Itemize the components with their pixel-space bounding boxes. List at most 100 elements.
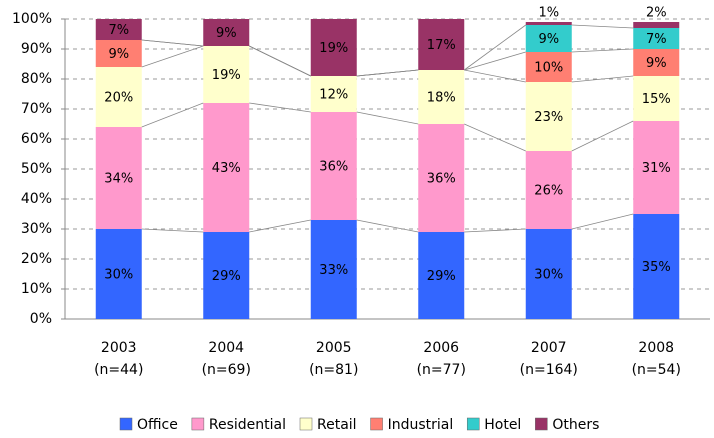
connector-line — [141, 228, 204, 233]
bar-segment — [310, 76, 357, 112]
value-label: 26% — [534, 184, 563, 199]
value-label: 35% — [642, 260, 671, 275]
value-label: 30% — [104, 268, 133, 283]
value-label: 19% — [212, 68, 241, 83]
legend-label: Others — [552, 417, 599, 433]
legend-swatch — [535, 417, 548, 431]
bar-segment — [418, 124, 465, 232]
connector-line — [141, 102, 204, 128]
y-tick-label: 70% — [21, 101, 52, 117]
value-label: 20% — [104, 91, 133, 106]
value-label: 7% — [108, 23, 129, 38]
x-tick-label: 2003 — [101, 340, 137, 356]
connector-line — [249, 102, 311, 113]
x-tick-note: (n=44) — [94, 362, 143, 378]
connector-line — [141, 39, 204, 47]
legend-swatch — [119, 417, 133, 431]
y-tick-label: 30% — [21, 221, 52, 237]
value-label: 33% — [319, 263, 348, 278]
y-tick-label: 40% — [21, 191, 52, 207]
x-tick-note: (n=69) — [202, 362, 251, 378]
bar-segment — [95, 19, 142, 40]
x-tick-label: 2005 — [316, 340, 352, 356]
bar-segment — [525, 25, 572, 52]
value-label: 9% — [538, 32, 559, 47]
bar-segment — [310, 112, 357, 220]
connector-line — [249, 45, 311, 77]
value-label: 9% — [216, 26, 237, 41]
bar-segment — [633, 76, 680, 121]
x-tick-label: 2007 — [531, 340, 567, 356]
connector-line — [249, 219, 311, 233]
bar-segment — [525, 22, 572, 25]
bar-segment — [525, 229, 572, 319]
bar-segment — [525, 82, 572, 151]
bar-segment — [525, 151, 572, 229]
value-label: 36% — [427, 172, 456, 187]
value-label: 18% — [427, 91, 456, 106]
bar-segment — [203, 46, 250, 103]
connector-line — [571, 120, 634, 152]
x-tick-note: (n=164) — [520, 362, 578, 378]
x-tick-label: 2004 — [208, 340, 244, 356]
legend-label: Industrial — [388, 417, 454, 433]
bar-segment — [203, 232, 250, 319]
connector-line — [464, 51, 526, 71]
value-label: 10% — [534, 61, 563, 76]
value-label: 23% — [534, 110, 563, 125]
bar-segment — [418, 232, 465, 319]
x-tick-note: (n=81) — [309, 362, 358, 378]
bar-segment — [310, 220, 357, 319]
bar-segment — [95, 127, 142, 229]
value-label: 31% — [642, 161, 671, 176]
legend-swatch — [370, 417, 383, 431]
bar-segment — [633, 28, 680, 49]
value-label: 1% — [538, 6, 559, 21]
bar-segment — [633, 214, 680, 319]
connector-line — [571, 48, 634, 53]
legend-swatch — [466, 417, 480, 431]
y-tick-label: 0% — [30, 311, 52, 327]
legend-label: Residential — [209, 417, 286, 433]
value-label: 43% — [212, 161, 241, 176]
value-label: 17% — [427, 38, 456, 53]
legend-label: Office — [137, 417, 178, 433]
y-tick-label: 20% — [21, 251, 52, 267]
legend-swatch — [191, 417, 205, 431]
connector-line — [356, 69, 419, 77]
value-label: 29% — [212, 269, 241, 284]
value-label: 2% — [646, 6, 667, 21]
x-tick-label: 2008 — [638, 340, 674, 356]
legend-label: Retail — [317, 417, 357, 433]
bar-segment — [203, 103, 250, 232]
bar-segment — [310, 19, 357, 76]
bar-segment — [203, 19, 250, 46]
connector-line — [464, 69, 526, 83]
bar-segment — [633, 22, 680, 28]
y-tick-label: 80% — [21, 71, 52, 87]
y-tick-label: 100% — [12, 11, 52, 27]
connector-line — [464, 123, 526, 152]
y-tick-label: 10% — [21, 281, 52, 297]
y-tick-label: 50% — [21, 161, 52, 177]
value-label: 7% — [646, 32, 667, 47]
bar-segment — [95, 67, 142, 127]
x-tick-label: 2006 — [423, 340, 459, 356]
bar-segment — [633, 121, 680, 214]
value-label: 9% — [108, 47, 129, 62]
y-tick-label: 60% — [21, 131, 52, 147]
bar-segment — [418, 19, 465, 70]
value-label: 36% — [319, 160, 348, 175]
x-tick-note: (n=54) — [632, 362, 681, 378]
connector-line — [464, 24, 526, 71]
bar-segment — [633, 49, 680, 76]
legend-swatch — [299, 417, 313, 431]
bar-segment — [525, 52, 572, 82]
bar-segment — [418, 70, 465, 124]
value-label: 29% — [427, 269, 456, 284]
connector-line — [571, 75, 634, 83]
value-label: 15% — [642, 92, 671, 107]
y-tick-label: 90% — [21, 41, 52, 57]
value-label: 30% — [534, 268, 563, 283]
